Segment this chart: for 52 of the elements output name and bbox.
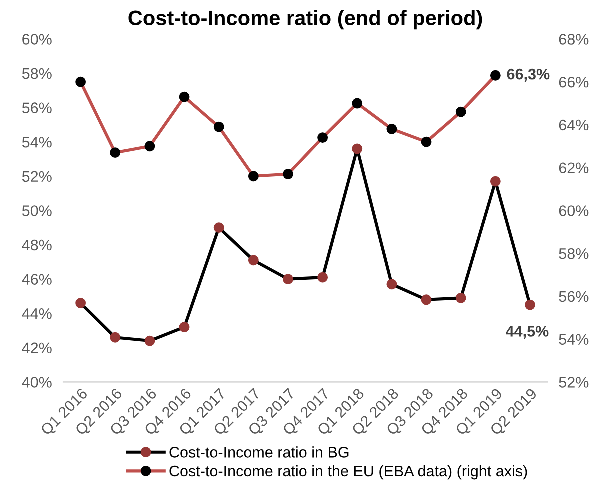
y2-tick-label: 56% — [559, 291, 589, 302]
point — [76, 298, 86, 309]
legend-label: Cost-to-Income ratio in BG — [170, 446, 349, 458]
y-tick-label: 60% — [22, 34, 52, 45]
point — [490, 176, 501, 187]
y2-tick-label: 58% — [559, 248, 589, 260]
point — [248, 255, 259, 266]
y-tick-label: 46% — [22, 274, 52, 285]
y2-tick-label: 54% — [559, 334, 589, 346]
legend-label: Cost-to-Income ratio in the EU (EBA data) (right axis) — [170, 465, 528, 480]
data-label: 66,3% — [507, 68, 550, 82]
point — [76, 76, 86, 88]
point — [179, 322, 190, 333]
y2-tick-label: 60% — [559, 206, 589, 216]
point — [214, 122, 224, 132]
point — [456, 106, 466, 118]
point — [214, 222, 224, 234]
data-label: 44,5% — [506, 326, 549, 340]
chart-title: Cost-to-Income ratio (end of period) — [128, 10, 482, 30]
point — [283, 274, 294, 285]
point — [110, 332, 121, 343]
y2-tick-label: 62% — [559, 162, 589, 174]
point — [179, 92, 190, 102]
point — [456, 292, 466, 304]
point — [144, 336, 156, 346]
point — [110, 148, 121, 158]
y2-tick-label: 68% — [559, 34, 589, 45]
point — [318, 132, 328, 144]
point — [386, 124, 398, 134]
y-tick-label: 58% — [22, 68, 52, 80]
y-tick-label: 54% — [22, 137, 52, 148]
y-tick-label: 40% — [22, 377, 52, 388]
point — [318, 272, 328, 283]
y-tick-label: 56% — [22, 102, 52, 114]
y-tick-label: 44% — [22, 308, 52, 320]
y-tick-label: 50% — [22, 206, 52, 216]
point — [490, 70, 501, 81]
y2-tick-label: 66% — [559, 76, 589, 88]
point — [283, 169, 294, 180]
point — [352, 144, 363, 154]
point — [144, 141, 156, 152]
point — [352, 98, 363, 109]
point — [386, 279, 398, 290]
y-tick-label: 42% — [22, 342, 52, 354]
y-tick-label: 52% — [22, 171, 52, 182]
point — [421, 136, 432, 148]
point — [421, 294, 432, 306]
y-tick-label: 48% — [22, 240, 52, 251]
point — [525, 300, 536, 310]
y2-tick-label: 52% — [559, 377, 589, 388]
y2-tick-label: 64% — [559, 120, 589, 131]
point — [248, 171, 259, 182]
